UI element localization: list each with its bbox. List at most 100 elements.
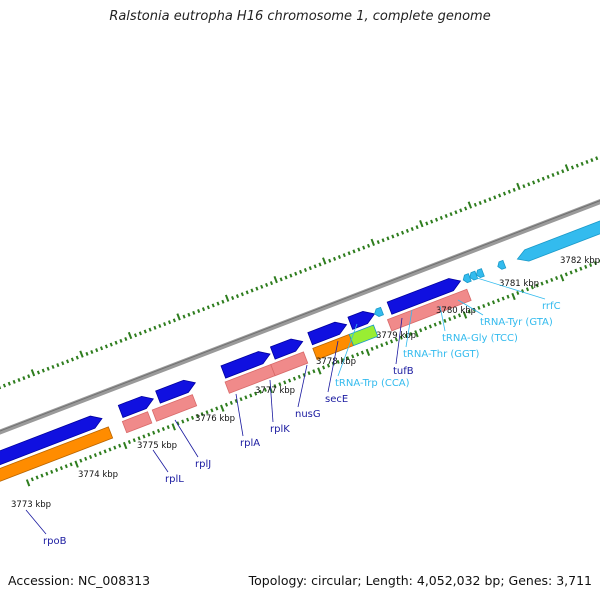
gene-label[interactable]: rplK bbox=[270, 424, 290, 435]
inner-tick bbox=[220, 404, 225, 412]
outer-tick bbox=[551, 173, 555, 177]
gene-label[interactable]: rpoB bbox=[43, 536, 67, 547]
outer-tick bbox=[357, 247, 361, 252]
outer-tick bbox=[197, 309, 201, 314]
outer-tick bbox=[201, 307, 206, 312]
outer-tick bbox=[148, 327, 152, 332]
inner-tick bbox=[152, 430, 156, 435]
outer-tick bbox=[245, 290, 249, 295]
inner-tick bbox=[297, 374, 301, 379]
feature-track[interactable] bbox=[0, 198, 600, 489]
inner-tick bbox=[84, 456, 88, 461]
outer-tick bbox=[216, 301, 220, 306]
topology-summary: Topology: circular; Length: 4,052,032 bp… bbox=[248, 573, 592, 588]
outer-tick bbox=[454, 210, 458, 215]
gene-label[interactable]: tRNA-Gly (TCC) bbox=[442, 333, 518, 344]
outer-tick bbox=[17, 377, 21, 382]
outer-tick bbox=[224, 294, 230, 302]
inner-tick bbox=[118, 443, 122, 448]
outer-tick bbox=[153, 325, 157, 330]
inner-tick bbox=[200, 412, 204, 417]
inner-tick bbox=[142, 434, 146, 439]
outer-tick bbox=[284, 275, 288, 280]
trna-tyr bbox=[475, 268, 485, 279]
outer-tick bbox=[41, 368, 45, 373]
gene-label[interactable]: nusG bbox=[295, 409, 321, 420]
cds-rplK bbox=[269, 338, 304, 360]
gene-label[interactable]: rrfC bbox=[542, 301, 561, 312]
inner-tick bbox=[50, 469, 54, 474]
gene-label[interactable]: tufB bbox=[393, 366, 414, 377]
outer-tick bbox=[376, 240, 380, 245]
inner-tick bbox=[389, 339, 394, 344]
kbp-label: 3774 kbp bbox=[78, 470, 118, 480]
kbp-scale-labels: 3773 kbp 3774 kbp 3775 kbp 3776 kbp 3777 kbp… bbox=[11, 256, 600, 510]
inner-tick bbox=[326, 363, 330, 368]
inner-tick bbox=[88, 454, 93, 459]
outer-tick bbox=[176, 313, 181, 321]
inner-tick bbox=[555, 276, 559, 281]
inner-tick bbox=[25, 479, 31, 487]
leader-line bbox=[269, 379, 274, 423]
backbone-edge bbox=[0, 200, 600, 432]
leader-line bbox=[395, 317, 403, 365]
outer-tick bbox=[95, 348, 99, 353]
outer-tick bbox=[51, 364, 55, 369]
gene-label[interactable]: rplA bbox=[240, 438, 260, 449]
inner-tick bbox=[181, 419, 185, 424]
outer-tick bbox=[221, 299, 225, 304]
accession-label: Accession: NC_008313 bbox=[8, 573, 151, 588]
outer-tick bbox=[556, 171, 560, 176]
inner-tick bbox=[288, 378, 292, 383]
gene-rpoB bbox=[0, 426, 114, 482]
gene-label[interactable]: rplJ bbox=[195, 459, 211, 470]
outer-tick bbox=[328, 258, 332, 263]
leader-line bbox=[235, 393, 244, 437]
inner-tick bbox=[593, 261, 598, 266]
gene-rplK bbox=[270, 351, 309, 377]
gene-secE bbox=[348, 324, 379, 347]
inner-tick bbox=[98, 451, 102, 456]
outer-tick bbox=[381, 238, 385, 243]
outer-tick bbox=[522, 184, 526, 189]
inner-tick bbox=[108, 447, 112, 452]
outer-tick bbox=[318, 262, 322, 267]
inner-tick bbox=[394, 337, 398, 342]
gene-label[interactable]: rplL bbox=[165, 474, 184, 485]
outer-tick bbox=[516, 182, 521, 191]
outer-tick bbox=[396, 232, 400, 237]
outer-tick bbox=[269, 281, 274, 286]
outer-tick bbox=[127, 331, 133, 340]
inner-tick bbox=[501, 296, 505, 301]
inner-tick bbox=[399, 335, 403, 340]
outer-tick bbox=[30, 369, 36, 377]
outer-tick bbox=[313, 264, 317, 269]
inner-tick bbox=[215, 406, 219, 411]
gene-label[interactable]: tRNA-Trp (CCA) bbox=[335, 378, 410, 389]
outer-tick bbox=[590, 158, 594, 163]
outer-tick bbox=[133, 333, 138, 338]
outer-tick bbox=[439, 215, 443, 220]
inner-tick bbox=[457, 313, 462, 318]
gene-label[interactable]: secE bbox=[325, 394, 348, 405]
gene-label[interactable]: tRNA-Tyr (GTA) bbox=[480, 317, 553, 328]
outer-tick bbox=[22, 376, 26, 381]
outer-tick bbox=[7, 381, 11, 386]
outer-tick bbox=[279, 277, 283, 282]
inner-tick bbox=[462, 311, 468, 319]
leader-line bbox=[25, 509, 47, 535]
outer-tick bbox=[273, 275, 278, 284]
outer-tick bbox=[75, 355, 79, 360]
outer-tick bbox=[541, 176, 545, 181]
inner-tick bbox=[317, 367, 322, 375]
inner-tick bbox=[249, 393, 253, 398]
gene-label[interactable]: tRNA-Thr (GGT) bbox=[403, 349, 480, 360]
outer-tick bbox=[303, 268, 308, 273]
inner-tick bbox=[258, 389, 263, 394]
outer-tick bbox=[570, 165, 575, 170]
inner-tick bbox=[64, 464, 68, 469]
inner-tick bbox=[59, 466, 63, 471]
outer-tick bbox=[163, 322, 167, 327]
outer-tick bbox=[342, 253, 346, 258]
